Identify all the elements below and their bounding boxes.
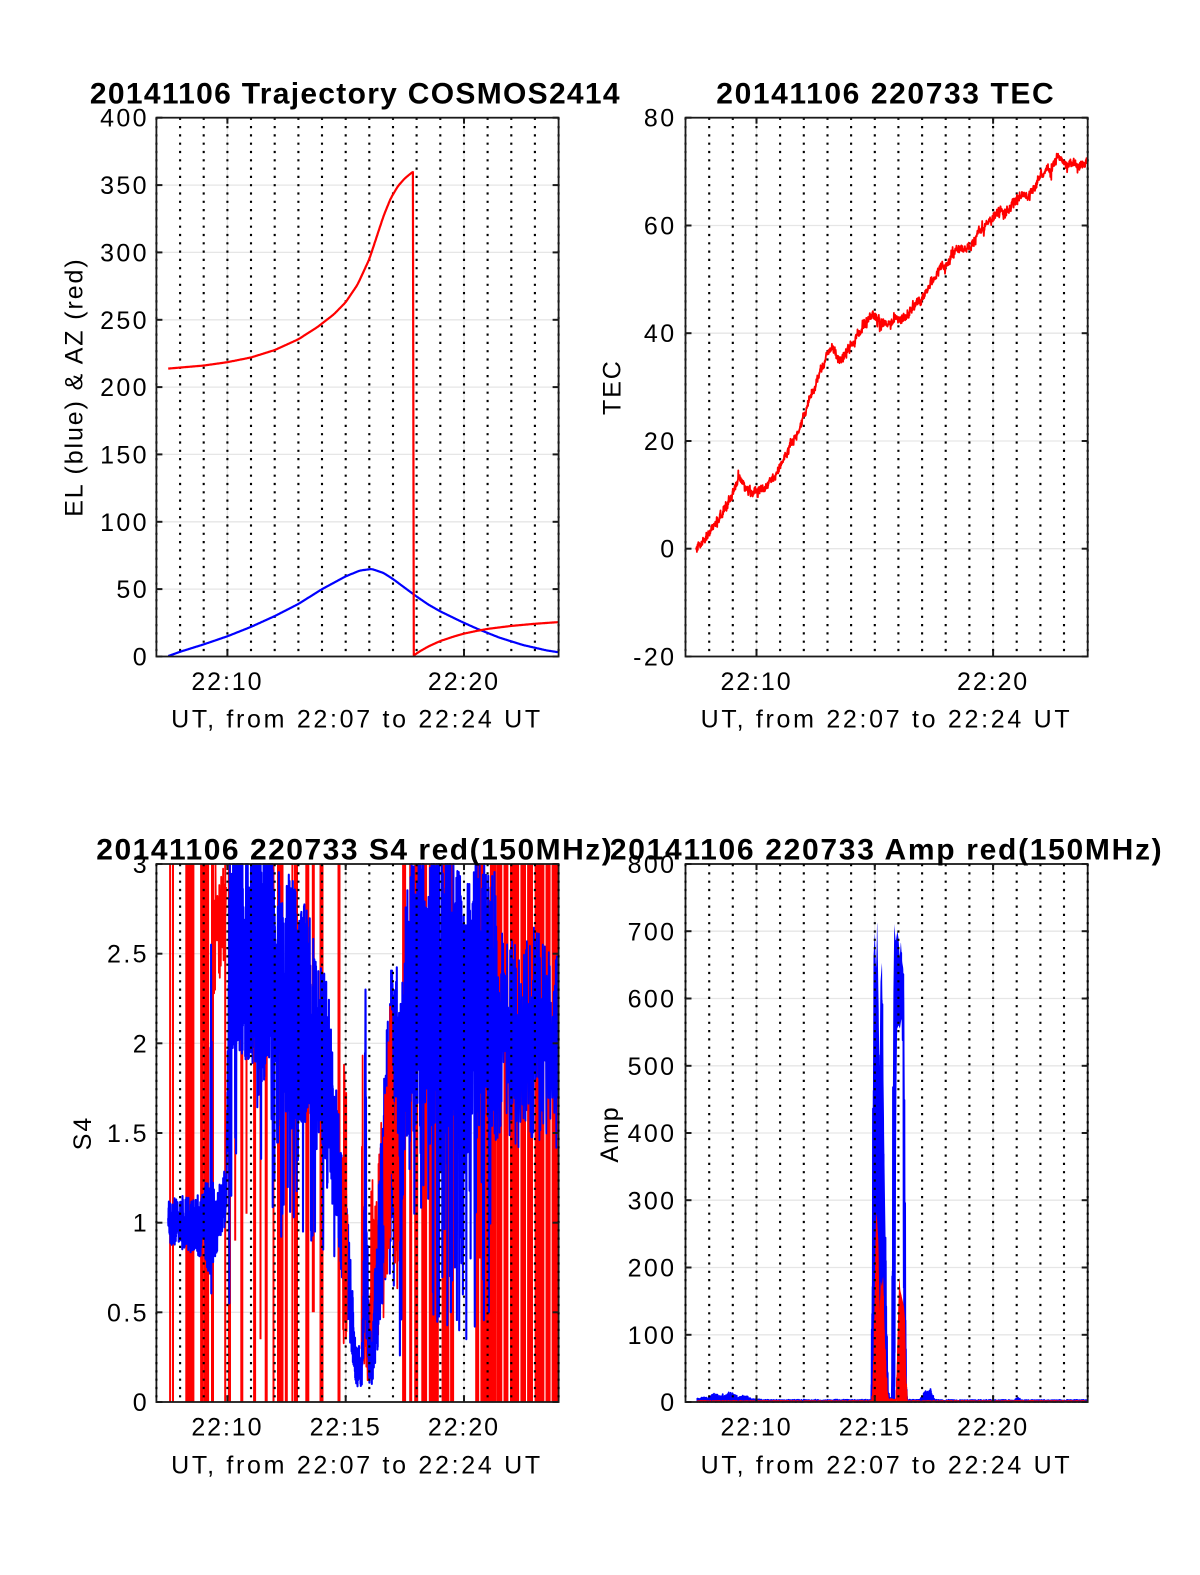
svg-text:UT, from 22:07 to 22:24 UT: UT, from 22:07 to 22:24 UT bbox=[701, 706, 1073, 734]
svg-text:0: 0 bbox=[133, 1389, 149, 1417]
svg-text:300: 300 bbox=[628, 1187, 677, 1215]
svg-text:22:15: 22:15 bbox=[839, 1414, 911, 1442]
svg-text:22:20: 22:20 bbox=[957, 1414, 1029, 1442]
svg-text:22:15: 22:15 bbox=[310, 1414, 382, 1442]
svg-text:60: 60 bbox=[644, 212, 677, 240]
svg-text:400: 400 bbox=[628, 1120, 677, 1148]
svg-text:22:10: 22:10 bbox=[720, 1414, 792, 1442]
svg-text:20: 20 bbox=[644, 428, 677, 456]
svg-text:40: 40 bbox=[644, 320, 677, 348]
svg-text:2: 2 bbox=[133, 1030, 149, 1058]
svg-text:S4: S4 bbox=[69, 1116, 97, 1150]
svg-text:22:20: 22:20 bbox=[428, 668, 500, 696]
svg-text:100: 100 bbox=[628, 1322, 677, 1350]
svg-text:700: 700 bbox=[628, 918, 677, 946]
svg-text:50: 50 bbox=[116, 576, 149, 604]
svg-text:800: 800 bbox=[628, 851, 677, 879]
svg-text:1.5: 1.5 bbox=[107, 1120, 149, 1148]
svg-text:0: 0 bbox=[660, 536, 676, 564]
svg-text:Amp: Amp bbox=[596, 1105, 624, 1162]
svg-text:EL (blue) & AZ (red): EL (blue) & AZ (red) bbox=[61, 257, 89, 516]
svg-text:20141106 220733 Amp red(150MHz: 20141106 220733 Amp red(150MHz) bbox=[610, 834, 1164, 867]
svg-text:22:20: 22:20 bbox=[957, 668, 1029, 696]
svg-text:22:10: 22:10 bbox=[191, 1414, 263, 1442]
svg-text:-20: -20 bbox=[633, 644, 676, 672]
svg-text:22:10: 22:10 bbox=[191, 668, 263, 696]
svg-text:500: 500 bbox=[628, 1053, 677, 1081]
svg-text:200: 200 bbox=[628, 1255, 677, 1283]
svg-text:200: 200 bbox=[100, 374, 149, 402]
svg-text:0.5: 0.5 bbox=[107, 1299, 149, 1327]
svg-text:20141106 220733 S4 red(150MHz): 20141106 220733 S4 red(150MHz) bbox=[96, 834, 613, 867]
svg-text:22:10: 22:10 bbox=[720, 668, 792, 696]
svg-text:20141106 220733 TEC: 20141106 220733 TEC bbox=[716, 78, 1055, 111]
svg-text:100: 100 bbox=[100, 509, 149, 537]
svg-text:300: 300 bbox=[100, 239, 149, 267]
svg-text:150: 150 bbox=[100, 441, 149, 469]
svg-text:UT, from 22:07 to 22:24 UT: UT, from 22:07 to 22:24 UT bbox=[171, 1452, 543, 1480]
svg-text:0: 0 bbox=[660, 1389, 676, 1417]
svg-text:TEC: TEC bbox=[599, 359, 627, 415]
svg-text:3: 3 bbox=[133, 851, 149, 879]
svg-text:1: 1 bbox=[133, 1210, 149, 1238]
svg-text:80: 80 bbox=[644, 105, 677, 133]
svg-text:UT, from 22:07 to 22:24 UT: UT, from 22:07 to 22:24 UT bbox=[701, 1452, 1073, 1480]
svg-text:400: 400 bbox=[100, 105, 149, 133]
svg-text:0: 0 bbox=[133, 644, 149, 672]
svg-text:UT, from 22:07 to 22:24 UT: UT, from 22:07 to 22:24 UT bbox=[171, 706, 543, 734]
svg-text:250: 250 bbox=[100, 307, 149, 335]
svg-text:600: 600 bbox=[628, 986, 677, 1014]
svg-text:2.5: 2.5 bbox=[107, 941, 149, 969]
svg-text:20141106 Trajectory COSMOS2414: 20141106 Trajectory COSMOS2414 bbox=[90, 78, 621, 111]
svg-text:350: 350 bbox=[100, 172, 149, 200]
svg-text:22:20: 22:20 bbox=[428, 1414, 500, 1442]
